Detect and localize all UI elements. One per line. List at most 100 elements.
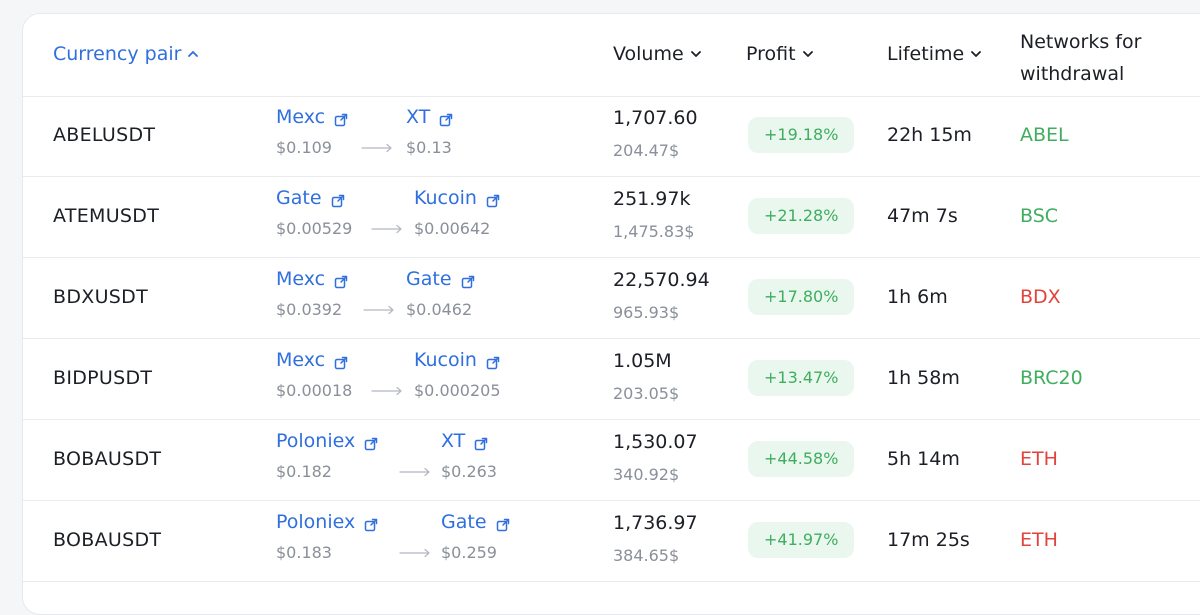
volume-value: 1.05M <box>613 350 672 372</box>
lifetime-value: 1h 58m <box>887 367 960 389</box>
external-link-icon <box>486 191 500 208</box>
to-exchange-name: Kucoin <box>414 349 477 371</box>
from-price: $0.183 <box>276 543 332 562</box>
lifetime-header: Lifetime <box>887 43 965 65</box>
volume-value: 251.97k <box>613 188 691 210</box>
to-price: $0.259 <box>441 543 497 562</box>
external-link-icon <box>439 110 453 127</box>
table-row[interactable]: BOBAUSDT Poloniex $0.182 XT $0.263 1,530.07 34… <box>23 420 1200 501</box>
arrow-right-icon <box>371 381 403 396</box>
to-price: $0.13 <box>406 138 452 157</box>
currency-pair: BOBAUSDT <box>53 529 162 551</box>
volume-usd: 384.65$ <box>613 546 680 565</box>
volume-value: 22,570.94 <box>613 269 710 291</box>
from-exchange-link[interactable]: Poloniex <box>276 511 378 533</box>
to-price: $0.263 <box>441 462 497 481</box>
arbitrage-table: Currency pair Volume Profit Lifetime Net… <box>22 13 1200 615</box>
network-value: ETH <box>1020 529 1058 551</box>
volume-cell: 1,707.60 204.47$ <box>613 107 698 160</box>
table-row[interactable]: BOBAUSDT Poloniex $0.183 Gate $0.259 1,736.97… <box>23 501 1200 582</box>
volume-usd: 204.47$ <box>613 141 680 160</box>
to-price: $0.0462 <box>406 300 473 319</box>
arrow-right-icon <box>399 543 431 558</box>
to-exchange-link[interactable]: XT <box>441 430 497 452</box>
external-link-icon <box>364 515 378 532</box>
chevron-down-icon <box>802 49 813 59</box>
network-value: BRC20 <box>1020 367 1083 389</box>
volume-cell: 1.05M 203.05$ <box>613 350 679 403</box>
to-exchange: Kucoin $0.000205 <box>414 349 501 400</box>
external-link-icon <box>486 353 500 370</box>
currency-pair: BIDPUSDT <box>53 367 153 389</box>
to-exchange-name: Kucoin <box>414 187 477 209</box>
to-exchange-link[interactable]: Gate <box>441 511 510 533</box>
to-exchange-name: XT <box>406 106 431 128</box>
currency-pair: BOBAUSDT <box>53 448 162 470</box>
arrow-right-icon <box>399 462 431 477</box>
arrow-right-icon <box>363 300 395 315</box>
from-exchange-name: Mexc <box>276 349 326 371</box>
external-link-icon <box>461 272 475 289</box>
from-exchange: Mexc $0.109 <box>276 106 348 157</box>
lifetime-value: 1h 6m <box>887 286 948 308</box>
external-link-icon <box>334 110 348 127</box>
network-value: BDX <box>1020 286 1061 308</box>
to-exchange-link[interactable]: XT <box>406 106 453 128</box>
volume-usd: 340.92$ <box>613 465 680 484</box>
volume-usd: 203.05$ <box>613 384 680 403</box>
to-exchange-name: Gate <box>406 268 452 290</box>
volume-cell: 22,570.94 965.93$ <box>613 269 710 322</box>
sort-volume-button[interactable]: Volume <box>613 43 701 65</box>
lifetime-value: 47m 7s <box>887 205 958 227</box>
network-value: ETH <box>1020 448 1058 470</box>
from-exchange-name: Poloniex <box>276 430 356 452</box>
table-row[interactable]: BDXUSDT Mexc $0.0392 Gate $0.0462 22,570.94 96… <box>23 258 1200 339</box>
to-exchange-link[interactable]: Kucoin <box>414 187 500 209</box>
from-exchange: Mexc $0.00018 <box>276 349 352 400</box>
profit-badge: +41.97% <box>748 522 855 558</box>
from-exchange-link[interactable]: Mexc <box>276 268 348 290</box>
to-exchange: XT $0.263 <box>441 430 497 481</box>
from-exchange-name: Gate <box>276 187 322 209</box>
table-row[interactable]: ATEMUSDT Gate $0.00529 Kucoin $0.00642 251.97… <box>23 177 1200 258</box>
to-exchange-link[interactable]: Gate <box>406 268 475 290</box>
volume-usd: 965.93$ <box>613 303 680 322</box>
from-exchange: Poloniex $0.183 <box>276 511 378 562</box>
profit-badge: +17.80% <box>748 279 855 315</box>
to-price: $0.00642 <box>414 219 491 238</box>
sort-lifetime-button[interactable]: Lifetime <box>887 43 982 65</box>
sort-currency-pair-button[interactable]: Currency pair <box>53 43 199 65</box>
volume-cell: 251.97k 1,475.83$ <box>613 188 694 241</box>
from-exchange-link[interactable]: Mexc <box>276 349 352 371</box>
currency-pair: BDXUSDT <box>53 286 148 308</box>
from-exchange-link[interactable]: Mexc <box>276 106 348 128</box>
chevron-down-icon <box>971 49 982 59</box>
from-price: $0.109 <box>276 138 332 157</box>
from-price: $0.00529 <box>276 219 353 238</box>
currency-pair-header: Currency pair <box>53 43 182 65</box>
table-row[interactable]: ABELUSDT Mexc $0.109 XT $0.13 1,707.60 204.47$… <box>23 96 1200 177</box>
network-value: BSC <box>1020 205 1059 227</box>
external-link-icon <box>334 353 348 370</box>
to-exchange-name: Gate <box>441 511 487 533</box>
from-exchange-name: Poloniex <box>276 511 356 533</box>
from-price: $0.182 <box>276 462 332 481</box>
sort-profit-button[interactable]: Profit <box>746 43 813 65</box>
profit-badge: +13.47% <box>748 360 855 396</box>
external-link-icon <box>334 272 348 289</box>
from-exchange-link[interactable]: Poloniex <box>276 430 378 452</box>
to-exchange: Gate $0.259 <box>441 511 510 562</box>
table-row[interactable]: BIDPUSDT Mexc $0.00018 Kucoin $0.000205 1.05M… <box>23 339 1200 420</box>
from-price: $0.0392 <box>276 300 343 319</box>
volume-header: Volume <box>613 43 684 65</box>
chevron-down-icon <box>690 49 701 59</box>
from-exchange: Gate $0.00529 <box>276 187 352 238</box>
volume-usd: 1,475.83$ <box>613 222 695 241</box>
from-exchange: Poloniex $0.182 <box>276 430 378 481</box>
from-exchange-link[interactable]: Gate <box>276 187 352 209</box>
to-price: $0.000205 <box>414 381 501 400</box>
to-exchange-link[interactable]: Kucoin <box>414 349 501 371</box>
from-exchange-name: Mexc <box>276 268 326 290</box>
arrow-right-icon <box>361 138 393 153</box>
volume-cell: 1,736.97 384.65$ <box>613 512 698 565</box>
